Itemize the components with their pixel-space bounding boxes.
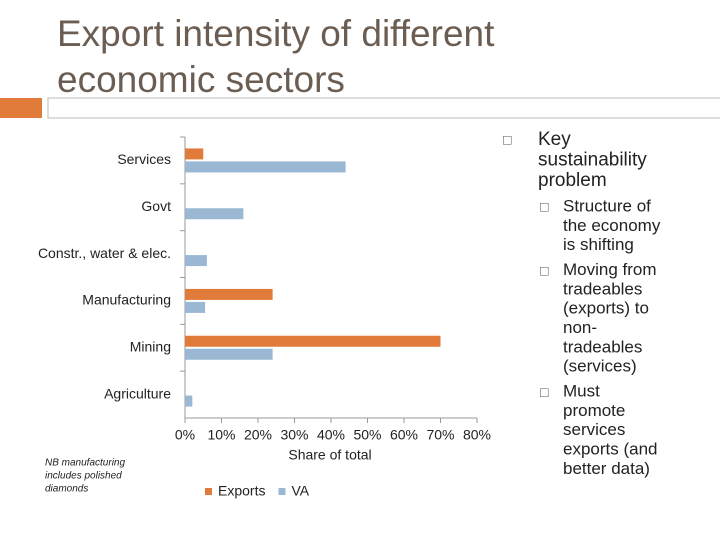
sub-bullet-text: promote [563, 401, 625, 420]
footnote: diamonds [45, 484, 88, 495]
x-tick-label: 80% [463, 427, 491, 443]
x-tick-label: 0% [175, 427, 195, 443]
title-line: Export intensity of different [57, 13, 495, 54]
bar [185, 255, 207, 267]
bullet-text: Key [538, 129, 571, 150]
bullet-text: sustainability [538, 150, 647, 171]
sub-bullet-text: tradeables [563, 337, 642, 356]
sub-bullet-text: tradeables [563, 279, 642, 298]
footnote: NB manufacturing [45, 458, 125, 469]
footnote: includes polished [45, 471, 122, 482]
title-line: economic sectors [57, 59, 345, 100]
sub-bullet-text: (services) [563, 357, 637, 376]
accent-bar [0, 98, 42, 118]
x-tick-label: 10% [207, 427, 235, 443]
bar [185, 148, 204, 160]
bar [185, 288, 273, 300]
bullet-marker: □ [503, 132, 512, 148]
x-tick-label: 20% [244, 427, 272, 443]
sub-bullet-text: services [563, 420, 625, 439]
x-tick-label: 70% [426, 427, 454, 443]
y-tick-label: Mining [130, 338, 171, 354]
bullet-text: problem [538, 170, 607, 191]
legend-label: VA [291, 483, 309, 499]
sub-bullet-text: Structure of [563, 196, 651, 215]
sub-bullet-text: is shifting [563, 235, 634, 254]
x-axis-label: Share of total [288, 447, 371, 463]
sub-bullet-text: better data) [563, 459, 650, 478]
y-tick-label: Govt [141, 198, 171, 214]
bullet-marker: □ [540, 199, 549, 215]
sub-bullet-text: Moving from [563, 260, 657, 279]
y-tick-label: Constr., water & elec. [38, 245, 171, 261]
x-tick-label: 40% [317, 427, 345, 443]
y-tick-label: Services [117, 151, 171, 167]
y-tick-label: Agriculture [104, 385, 171, 401]
bar [185, 395, 193, 407]
x-tick-label: 50% [353, 427, 381, 443]
x-tick-label: 30% [280, 427, 308, 443]
sub-bullet-text: exports (and [563, 439, 658, 458]
sub-bullet-text: (exports) to [563, 299, 649, 318]
legend-swatch [205, 488, 212, 495]
legend-swatch [278, 488, 286, 495]
sub-bullet-text: the economy [563, 216, 661, 235]
bar [185, 348, 273, 360]
bar [185, 301, 206, 313]
header-rule [47, 97, 720, 119]
sub-bullet-text: Must [563, 382, 600, 401]
x-tick-label: 60% [390, 427, 418, 443]
bullet-marker: □ [540, 262, 549, 278]
sub-bullet-text: non- [563, 318, 597, 337]
legend-label: Exports [218, 483, 265, 499]
bar [185, 208, 244, 220]
y-tick-label: Manufacturing [82, 292, 171, 308]
bullet-marker: □ [540, 384, 549, 400]
bar [185, 161, 346, 173]
bar [185, 335, 441, 347]
